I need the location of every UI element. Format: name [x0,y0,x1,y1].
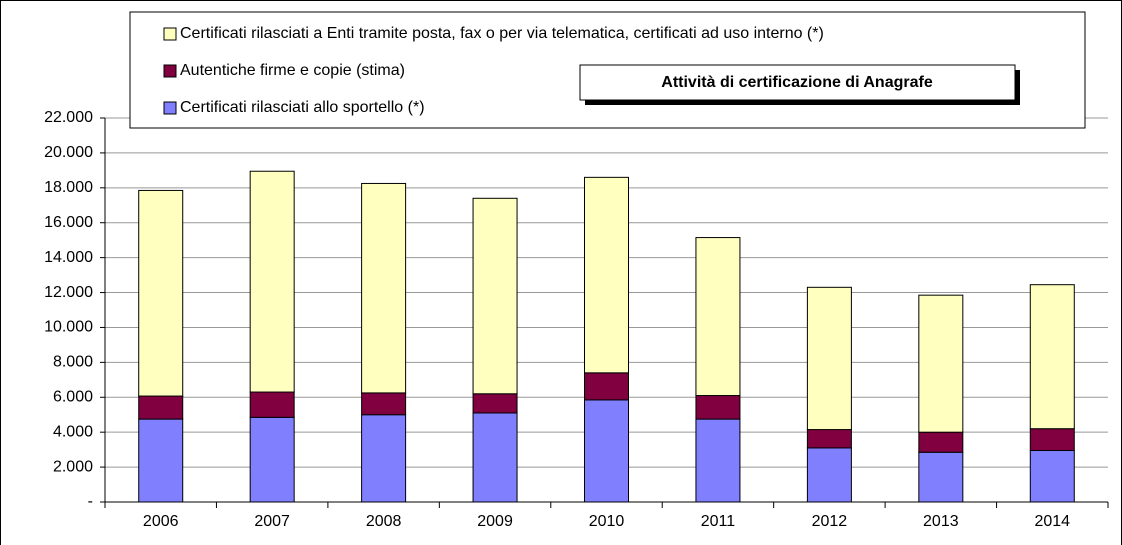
bar-segment [695,237,741,397]
title-box [579,64,1016,101]
bar-segment [249,170,295,393]
y-tick-label: 18.000 [44,179,93,196]
y-tick-label: 10.000 [44,319,93,336]
bar-segment [584,372,629,401]
x-tick-label: 2007 [254,513,290,530]
bar-segment [1029,284,1075,430]
bar-segment [472,393,518,414]
y-tick-label: - [88,493,93,510]
bar-segment [138,189,184,397]
bar-segment [918,451,964,503]
y-tick-label: 22.000 [44,109,93,126]
x-tick-label: 2006 [143,513,179,530]
y-tick-label: 16.000 [44,214,93,231]
legend-label: Autentiche firme e copie (stima) [180,62,405,79]
chart-title: Attività di certificazione di Anagrafe [661,74,933,91]
bar-segment [695,395,741,420]
y-tick-label: 20.000 [44,144,93,161]
legend-swatch [163,101,177,115]
bar-segment [806,429,852,449]
bar-segment [584,176,629,374]
y-tick-label: 2.000 [53,458,93,475]
bar-segment [472,197,518,395]
bar-segment [138,395,184,420]
x-tick-label: 2010 [589,513,625,530]
x-tick-label: 2012 [812,513,848,530]
x-tick-label: 2008 [366,513,402,530]
bar-segment [584,399,629,503]
bar-segment [1029,428,1075,452]
legend-swatch [163,27,177,41]
bar-segment [918,294,964,433]
bar-segment [695,418,741,503]
bar-segment [361,392,407,416]
bar-segment [138,418,184,503]
bar-segment [1029,450,1075,503]
bar-segment [806,447,852,503]
bar-segment [918,431,964,453]
bar-segment [249,391,295,418]
legend-swatch [163,64,177,78]
bar-segment [249,416,295,503]
x-tick-label: 2011 [701,513,736,530]
legend-label: Certificati rilasciati allo sportello (*… [180,99,425,116]
y-tick-label: 6.000 [53,388,93,405]
x-tick-label: 2013 [923,513,959,530]
bar-segment [361,414,407,503]
bar-segment [361,182,407,394]
x-tick-label: 2009 [477,513,513,530]
y-tick-label: 14.000 [44,249,93,266]
y-tick-label: 8.000 [53,354,93,371]
y-tick-label: 4.000 [53,423,93,440]
bar-segment [806,286,852,431]
y-tick-label: 12.000 [44,284,93,301]
bar-segment [472,412,518,503]
legend-label: Certificati rilasciati a Enti tramite po… [180,25,824,42]
x-tick-label: 2014 [1034,513,1070,530]
